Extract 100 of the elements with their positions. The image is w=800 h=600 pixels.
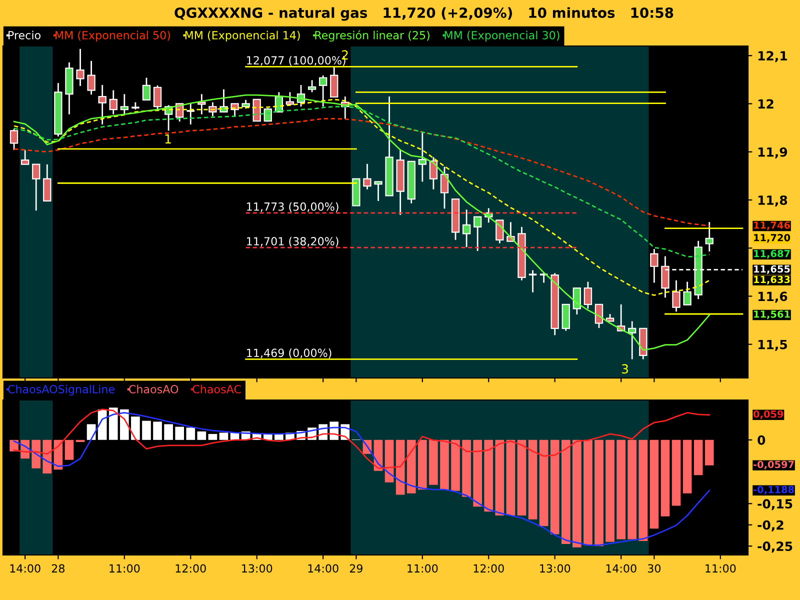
- bar: [462, 440, 471, 497]
- legend-label: ChaosAC: [192, 384, 241, 394]
- candlestick: [308, 79, 316, 93]
- bar: [572, 440, 582, 548]
- candlestick: [318, 74, 328, 108]
- y-tick-label: 11,9: [758, 147, 788, 158]
- text: 11,687: [754, 250, 790, 258]
- bar: [429, 440, 438, 485]
- x-tick-label: 12:00: [474, 564, 504, 573]
- bar: [517, 440, 526, 516]
- y-tick-label: 0: [758, 435, 766, 445]
- x-tick-label: 11:00: [408, 564, 438, 573]
- candlestick: [330, 66, 338, 98]
- bar: [495, 440, 504, 516]
- bar: [153, 422, 162, 440]
- legend-label: ChaosAO: [129, 384, 178, 394]
- data-label: 11,701 (38,20%): [247, 236, 338, 247]
- bar: [418, 440, 427, 490]
- candlestick: [572, 287, 582, 316]
- bar: [451, 440, 460, 491]
- y-tick-label: 11,5: [758, 340, 787, 351]
- line-series: [13, 408, 710, 470]
- bar: [274, 434, 284, 440]
- legend-label: MM (Exponencial 14): [185, 30, 300, 42]
- y-tick-label: 11,8: [758, 195, 788, 206]
- bar: [682, 440, 692, 494]
- bar: [628, 440, 637, 540]
- text: 11,633: [754, 276, 790, 284]
- candlestick: [20, 149, 30, 166]
- candlestick: [87, 60, 96, 96]
- bar: [550, 440, 560, 534]
- line-series: [13, 118, 710, 227]
- bar: [64, 440, 74, 460]
- bar: [76, 440, 85, 442]
- candlestick: [628, 320, 636, 360]
- text: 11,655: [754, 265, 790, 274]
- bar: [406, 440, 416, 494]
- x-tick-label: 29: [350, 564, 362, 573]
- bar: [473, 440, 482, 507]
- candlestick: [374, 180, 382, 202]
- bar: [704, 440, 714, 466]
- bar: [539, 440, 548, 526]
- annotation: 1: [165, 134, 171, 144]
- candlestick: [418, 132, 426, 182]
- candlestick: [264, 107, 272, 122]
- candlestick: [32, 164, 40, 212]
- candlestick: [286, 91, 294, 105]
- y-tick-label: -0,25: [758, 542, 792, 553]
- bar: [672, 440, 681, 506]
- legend-label: Regresión linear (25): [315, 30, 430, 42]
- candlestick: [198, 93, 206, 116]
- bar: [650, 440, 659, 529]
- candlestick: [705, 221, 714, 252]
- line-series: [13, 412, 710, 546]
- bar: [131, 416, 140, 440]
- x-tick-label: 12:00: [176, 564, 206, 573]
- candlestick: [252, 98, 261, 122]
- bar: [584, 440, 592, 546]
- bar: [561, 440, 570, 544]
- candlestick: [650, 248, 658, 284]
- bar: [186, 428, 196, 440]
- bar: [440, 440, 449, 490]
- bar: [506, 440, 516, 516]
- candlestick: [43, 164, 52, 202]
- bar: [197, 431, 206, 440]
- bar: [164, 424, 173, 440]
- y-tick-label: 12: [758, 99, 774, 108]
- bar: [638, 440, 648, 541]
- x-tick-label: 13:00: [242, 564, 272, 573]
- bar: [606, 440, 614, 542]
- x-tick-label: 13:00: [540, 564, 570, 573]
- candlestick: [109, 90, 118, 116]
- bar: [42, 440, 52, 474]
- x-tick-label: 14:00: [10, 564, 40, 573]
- candlestick: [120, 93, 128, 116]
- candlestick: [528, 270, 538, 294]
- text: -0,0597: [754, 460, 794, 470]
- x-tick-label: 30: [648, 564, 661, 573]
- text: 11,720: [754, 234, 790, 243]
- x-tick-label: 11:00: [706, 564, 736, 573]
- candlestick: [142, 77, 151, 101]
- chart-title: QGXXXXNG - natural gas 11,720 (+2,09%) 10 minutos 10:58: [174, 7, 674, 21]
- candlestick: [153, 84, 162, 112]
- candlestick: [76, 48, 84, 87]
- bar: [142, 420, 151, 440]
- text: 11,561: [754, 310, 790, 320]
- x-tick-label: 11:00: [110, 564, 140, 573]
- candlestick: [10, 128, 18, 151]
- bar: [396, 440, 405, 495]
- legend-label: MM (Exponencial 50): [56, 30, 170, 42]
- y-tick-label: 11,6: [758, 292, 788, 303]
- annotation: 3: [622, 364, 628, 374]
- bar: [594, 440, 604, 546]
- candlestick: [474, 216, 482, 252]
- y-tick-label: 12,1: [758, 51, 788, 62]
- candlestick: [220, 88, 228, 113]
- x-tick-label: 14:00: [606, 564, 636, 573]
- text: 0,059: [753, 410, 784, 419]
- bar: [32, 440, 41, 468]
- candlestick: [208, 102, 217, 117]
